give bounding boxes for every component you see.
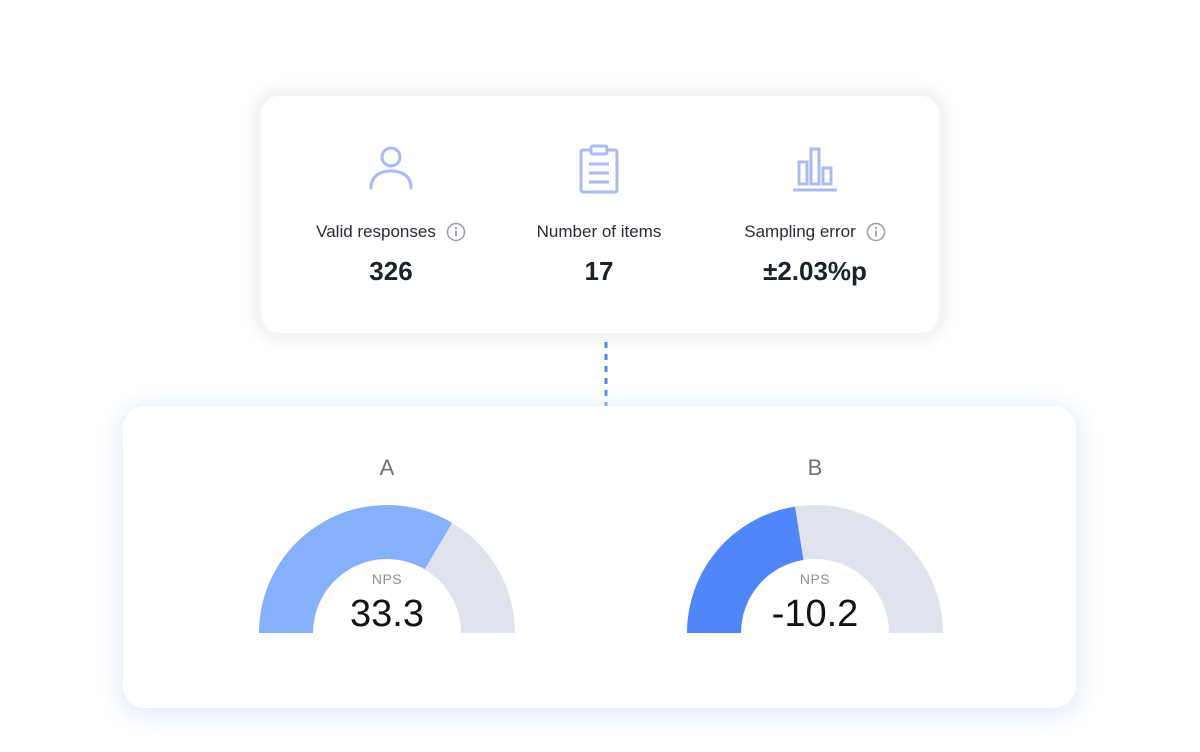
- gauge-a: A NPS 33.3: [257, 455, 517, 635]
- stat-number-of-items: Number of items 17: [469, 96, 729, 333]
- person-icon: [369, 146, 413, 190]
- clipboard-icon: [579, 144, 619, 194]
- gauge-fill: [687, 506, 804, 633]
- stat-valid-responses: Valid responses 326: [261, 96, 521, 333]
- stat-value: ±2.03%p: [763, 256, 867, 286]
- nps-gauge: [687, 505, 943, 633]
- nps-value: -10.2: [771, 593, 859, 635]
- gauge-b: B NPS -10.2: [685, 455, 945, 635]
- gauge-caption: NPS: [371, 571, 403, 587]
- nps-value: 33.3: [350, 593, 424, 635]
- stat-sampling-error: Sampling error ±2.03%p: [685, 96, 945, 333]
- gauge-caption: NPS: [799, 571, 831, 587]
- bar-chart-icon: [793, 147, 837, 192]
- stat-value: 17: [584, 256, 614, 286]
- info-icon[interactable]: [866, 222, 886, 242]
- stat-value: 326: [369, 256, 413, 286]
- stat-label: Sampling error: [744, 222, 856, 241]
- gauge-fill: [259, 505, 453, 633]
- info-icon[interactable]: [446, 222, 466, 242]
- gauge-label: A: [379, 455, 395, 480]
- nps-gauge: [259, 505, 515, 633]
- stat-label: Number of items: [536, 222, 662, 241]
- stat-label: Valid responses: [316, 222, 436, 241]
- summary-card: Valid responses 326 Number of items 17: [261, 96, 939, 333]
- gauge-label: B: [807, 455, 823, 480]
